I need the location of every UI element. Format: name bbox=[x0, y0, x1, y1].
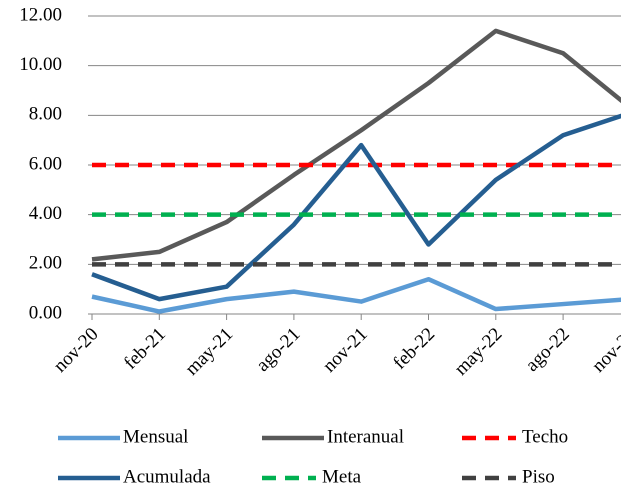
y-tick-label: 10.00 bbox=[19, 54, 62, 75]
y-tick-label: 0.00 bbox=[29, 302, 62, 323]
x-tick-label: may-21 bbox=[181, 324, 237, 380]
legend-label: Acumulada bbox=[123, 466, 211, 487]
x-tick-label: nov-22 bbox=[588, 324, 621, 377]
x-tick-label: ago-22 bbox=[522, 324, 574, 376]
series-line bbox=[91, 113, 621, 302]
y-tick-label: 2.00 bbox=[29, 253, 62, 274]
series-line bbox=[91, 276, 621, 314]
x-tick-label: ago-21 bbox=[252, 324, 304, 376]
legend-label: Piso bbox=[522, 466, 555, 487]
x-tick-label: nov-21 bbox=[319, 324, 372, 377]
legend-label: Techo bbox=[522, 426, 568, 447]
y-tick-label: 8.00 bbox=[29, 104, 62, 125]
x-tick-label: feb-21 bbox=[120, 324, 170, 374]
series-line bbox=[91, 28, 621, 262]
y-tick-label: 12.00 bbox=[19, 4, 62, 25]
x-tick-label: feb-22 bbox=[389, 324, 439, 374]
legend-label: Mensual bbox=[123, 426, 188, 447]
legend-label: Interanual bbox=[327, 426, 404, 447]
y-tick-label: 6.00 bbox=[29, 153, 62, 174]
y-tick-label: 4.00 bbox=[29, 203, 62, 224]
legend-label: Meta bbox=[322, 466, 362, 487]
x-tick-label: may-22 bbox=[451, 324, 507, 380]
x-tick-label: nov-20 bbox=[50, 324, 103, 377]
